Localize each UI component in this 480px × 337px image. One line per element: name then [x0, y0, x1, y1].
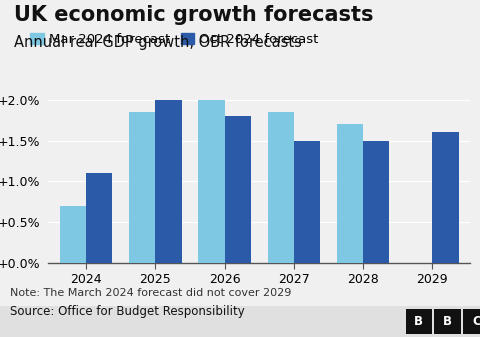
Text: B: B: [414, 315, 423, 328]
Bar: [198, 100, 225, 263]
Bar: [156, 100, 181, 263]
Legend: Mar 2024 forecast, Oct 2024 forecast: Mar 2024 forecast, Oct 2024 forecast: [25, 28, 324, 51]
Text: Annual real GDP growth, OBR forecasts: Annual real GDP growth, OBR forecasts: [14, 35, 302, 51]
Text: B: B: [443, 315, 452, 328]
Bar: [129, 112, 156, 263]
Bar: [225, 116, 251, 263]
Text: Source: Office for Budget Responsibility: Source: Office for Budget Responsibility: [10, 305, 244, 318]
Bar: [337, 124, 363, 263]
Bar: [267, 112, 294, 263]
Text: Note: The March 2024 forecast did not cover 2029: Note: The March 2024 forecast did not co…: [10, 288, 291, 298]
Bar: [86, 173, 112, 263]
Bar: [60, 206, 86, 263]
Text: UK economic growth forecasts: UK economic growth forecasts: [14, 5, 374, 25]
Text: C: C: [472, 315, 480, 328]
Bar: [432, 132, 458, 263]
Bar: [294, 141, 320, 263]
Bar: [363, 141, 389, 263]
